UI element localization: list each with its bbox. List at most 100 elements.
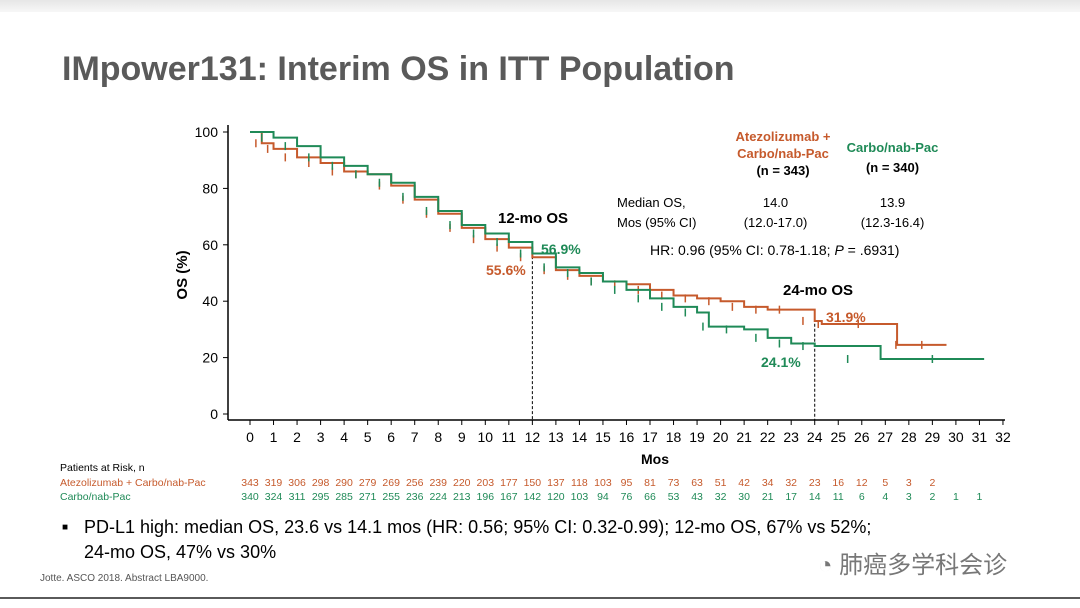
top-bar xyxy=(0,0,1080,12)
median-label: Median OS, Mos (95% CI) xyxy=(617,193,696,233)
x-tick-label: 6 xyxy=(387,429,395,445)
bullet-line1: PD-L1 high: median OS, 23.6 vs 14.1 mos … xyxy=(84,517,872,537)
risk-atezo-value: 150 xyxy=(523,477,542,489)
x-tick-label: 2 xyxy=(293,429,301,445)
x-tick-label: 16 xyxy=(619,429,635,445)
risk-atezo-value: 239 xyxy=(429,477,447,489)
risk-atezo-value: 32 xyxy=(785,477,798,489)
risk-atezo-value: 51 xyxy=(714,477,727,489)
median-label2: Mos (95% CI) xyxy=(617,215,697,230)
risk-carbo-value: 53 xyxy=(667,491,680,503)
risk-atezo-value: 220 xyxy=(453,477,471,489)
risk-carbo-value: 167 xyxy=(500,491,518,503)
x-tick-label: 31 xyxy=(972,429,988,445)
risk-carbo-value: 255 xyxy=(382,491,400,503)
median-atezo-val: 14.0 xyxy=(762,195,789,210)
median-atezo-ci: (12.0-17.0) xyxy=(743,215,808,230)
risk-carbo-value: 3 xyxy=(905,491,912,503)
x-tick-label: 29 xyxy=(925,429,941,445)
risk-carbo-value: 76 xyxy=(620,491,633,503)
x-axis-label: Mos xyxy=(641,451,669,467)
risk-carbo-value: 236 xyxy=(405,491,424,503)
risk-carbo-value: 30 xyxy=(738,491,750,503)
y-tick-label: 0 xyxy=(210,406,218,422)
x-tick-label: 19 xyxy=(689,429,705,445)
x-tick-label: 11 xyxy=(502,429,517,445)
risk-carbo-value: 295 xyxy=(311,491,330,503)
annotation-24mo-atezo: 31.9% xyxy=(826,309,866,325)
risk-atezo-value: 3 xyxy=(905,477,912,489)
hazard-ratio: HR: 0.96 (95% CI: 0.78-1.18; P = .6931) xyxy=(650,242,899,258)
footnote: Jotte. ASCO 2018. Abstract LBA9000. xyxy=(40,573,209,584)
y-tick-label: 80 xyxy=(202,180,218,196)
risk-atezo-value: 137 xyxy=(547,477,565,489)
median-label1: Median OS, xyxy=(617,195,686,210)
x-tick-label: 20 xyxy=(713,429,729,445)
legend-atezo: Atezolizumab + Carbo/nab-Pac (n = 343) xyxy=(718,128,848,179)
x-tick-label: 30 xyxy=(948,429,964,445)
x-tick-label: 18 xyxy=(666,429,682,445)
risk-carbo-value: 103 xyxy=(570,491,589,503)
x-tick-label: 15 xyxy=(595,429,611,445)
risk-atezo-value: 256 xyxy=(405,477,424,489)
risk-atezo-value: 16 xyxy=(832,477,845,489)
x-tick-label: 12 xyxy=(525,429,541,445)
risk-atezo-value: 63 xyxy=(691,477,703,489)
x-tick-label: 5 xyxy=(364,429,372,445)
bullet-line2: 24-mo OS, 47% vs 30% xyxy=(84,542,277,562)
legend-carbo-n: (n = 340) xyxy=(865,160,920,175)
x-tick-label: 13 xyxy=(548,429,564,445)
legend-atezo-name2: Carbo/nab-Pac xyxy=(737,146,829,161)
legend-carbo-name: Carbo/nab-Pac xyxy=(846,140,939,155)
risk-carbo-label: Carbo/nab-Pac xyxy=(60,491,131,503)
risk-atezo-label: Atezolizumab + Carbo/nab-Pac xyxy=(60,477,206,489)
risk-carbo-value: 6 xyxy=(858,491,865,503)
risk-atezo-value: 343 xyxy=(241,477,259,489)
risk-atezo-value: 298 xyxy=(311,477,330,489)
risk-carbo-value: 2 xyxy=(929,491,936,503)
risk-atezo-value: 81 xyxy=(644,477,656,489)
median-atezo: 14.0 (12.0-17.0) xyxy=(728,193,823,233)
risk-carbo-value: 311 xyxy=(288,491,306,503)
x-tick-label: 0 xyxy=(246,429,254,445)
legend-atezo-name: Atezolizumab + xyxy=(735,129,831,144)
legend-carbo: Carbo/nab-Pac (n = 340) xyxy=(835,138,950,178)
risk-atezo-value: 118 xyxy=(571,477,588,489)
risk-carbo-value: 1 xyxy=(976,491,983,503)
risk-header: Patients at Risk, n xyxy=(60,462,145,474)
median-carbo-ci: (12.3-16.4) xyxy=(860,215,925,230)
risk-atezo-value: 5 xyxy=(882,477,889,489)
risk-atezo-value: 319 xyxy=(264,477,283,489)
risk-carbo-value: 32 xyxy=(714,491,727,503)
slide-title: IMpower131: Interim OS in ITT Population xyxy=(62,50,735,88)
risk-carbo-value: 120 xyxy=(547,491,565,503)
y-tick-label: 20 xyxy=(202,350,218,366)
median-carbo-val: 13.9 xyxy=(879,195,906,210)
x-tick-label: 7 xyxy=(411,429,419,445)
bottom-rule xyxy=(0,597,1080,599)
risk-atezo-value: 203 xyxy=(476,477,495,489)
risk-atezo-value: 23 xyxy=(808,477,821,489)
x-tick-label: 27 xyxy=(878,429,894,445)
annotation-12mo-atezo: 55.6% xyxy=(486,262,526,278)
x-tick-label: 22 xyxy=(760,429,776,445)
risk-carbo-value: 66 xyxy=(644,491,656,503)
risk-atezo-value: 2 xyxy=(929,477,936,489)
risk-carbo-value: 4 xyxy=(882,491,889,503)
risk-atezo-value: 95 xyxy=(620,477,633,489)
x-tick-label: 21 xyxy=(736,429,752,445)
y-tick-label: 40 xyxy=(202,293,218,309)
x-tick-label: 25 xyxy=(830,429,846,445)
risk-carbo-value: 43 xyxy=(691,491,703,503)
x-tick-label: 26 xyxy=(854,429,870,445)
watermark-text: 肺癌多学科会诊 xyxy=(839,552,1008,579)
x-tick-label: 23 xyxy=(783,429,799,445)
risk-atezo-value: 103 xyxy=(594,477,612,489)
risk-carbo-value: 94 xyxy=(597,491,609,503)
risk-atezo-value: 34 xyxy=(761,477,774,489)
hr-p: P xyxy=(834,242,844,258)
risk-carbo-value: 213 xyxy=(453,491,471,503)
risk-carbo-value: 324 xyxy=(264,491,283,503)
hr-suffix: = .6931) xyxy=(843,242,900,258)
